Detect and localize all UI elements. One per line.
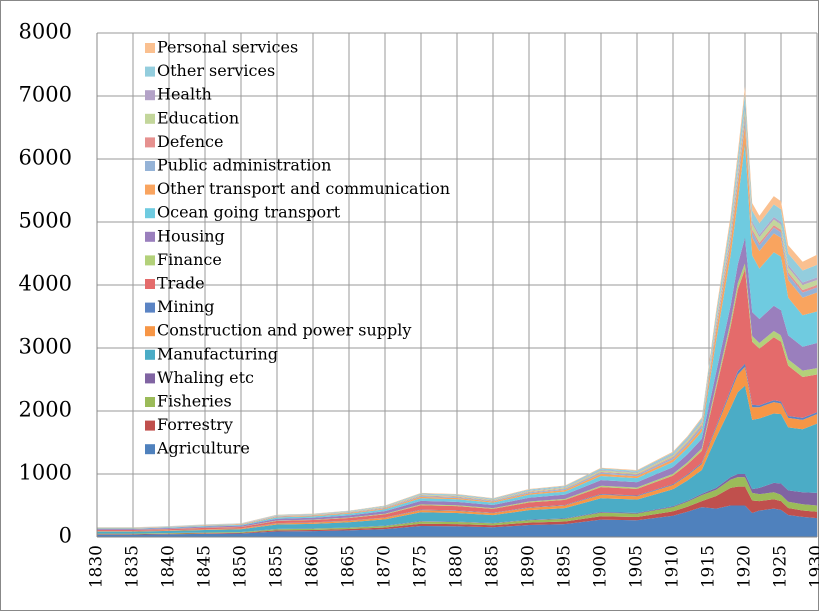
legend-label: Education xyxy=(157,108,239,127)
x-tick-label: 1885 xyxy=(483,545,503,588)
legend-swatch xyxy=(145,302,155,313)
legend-label: Mining xyxy=(157,297,214,316)
legend-label: Personal services xyxy=(157,38,298,57)
area xyxy=(97,143,817,530)
y-tick-label: 2000 xyxy=(19,398,72,422)
x-tick-label: 1855 xyxy=(267,545,287,588)
x-tick-label: 1905 xyxy=(627,545,647,588)
y-tick-label: 6000 xyxy=(19,146,72,170)
legend-label: Trade xyxy=(157,274,205,293)
legend-swatch xyxy=(145,208,155,219)
area xyxy=(97,366,817,532)
legend-label: Housing xyxy=(157,226,225,245)
area xyxy=(97,474,817,534)
legend-label: Fisheries xyxy=(157,392,232,411)
x-tick-label: 1890 xyxy=(519,545,539,588)
legend-swatch xyxy=(145,373,155,384)
x-tick-label: 1835 xyxy=(123,545,143,588)
x-tick-label: 1850 xyxy=(231,545,251,588)
legend-label: Other transport and communication xyxy=(157,179,450,198)
y-tick-label: 0 xyxy=(59,524,72,548)
y-tick-label: 8000 xyxy=(19,20,72,44)
legend-swatch xyxy=(145,161,155,171)
x-tick-label: 1870 xyxy=(375,545,395,588)
y-tick-label: 5000 xyxy=(19,209,72,233)
area xyxy=(97,505,817,537)
legend-swatch xyxy=(145,43,155,53)
area xyxy=(97,486,817,535)
x-tick-label: 1880 xyxy=(447,545,467,588)
y-tick-label: 4000 xyxy=(19,272,72,296)
legend: Personal services Other services Health Edu… xyxy=(145,38,450,458)
legend-label: Agriculture xyxy=(156,439,250,458)
x-tick-label: 1930 xyxy=(807,545,819,588)
legend-label: Finance xyxy=(157,250,222,269)
legend-label: Defence xyxy=(157,132,223,151)
x-tick-label: 1895 xyxy=(555,545,575,588)
legend-swatch xyxy=(145,255,155,266)
legend-label: Whaling etc xyxy=(157,368,254,387)
x-tick-label: 1900 xyxy=(591,545,611,588)
legend-label: Ocean going transport xyxy=(157,203,341,222)
areas xyxy=(97,86,817,537)
legend-swatch xyxy=(145,279,155,289)
legend-swatch xyxy=(145,444,155,455)
axes: 0 1000 2000 3000 4000 5000 6000 7000 8000 1830 183… xyxy=(19,20,819,589)
x-tick-label: 1830 xyxy=(87,545,107,588)
x-tick-label: 1865 xyxy=(339,545,359,588)
x-tick-label: 1910 xyxy=(663,545,683,588)
area xyxy=(97,385,817,534)
legend-swatch xyxy=(145,184,155,195)
legend-swatch xyxy=(145,397,155,407)
legend-label: Other services xyxy=(157,61,275,80)
legend-label: Health xyxy=(157,85,212,104)
legend-label: Forrestry xyxy=(157,415,233,434)
legend-swatch xyxy=(145,90,155,101)
y-tick-label: 7000 xyxy=(19,83,72,107)
x-tick-label: 1920 xyxy=(735,545,755,588)
x-tick-label: 1915 xyxy=(699,545,719,588)
legend-swatch xyxy=(145,231,155,242)
x-tick-label: 1925 xyxy=(771,545,791,588)
x-tick-label: 1840 xyxy=(159,545,179,588)
area xyxy=(97,477,817,535)
legend-swatch xyxy=(145,113,155,124)
x-tick-label: 1845 xyxy=(195,545,215,588)
x-tick-label: 1875 xyxy=(411,545,431,588)
y-tick-label: 1000 xyxy=(19,461,72,485)
legend-swatch xyxy=(145,420,155,431)
legend-label: Public administration xyxy=(157,156,331,175)
legend-label: Manufacturing xyxy=(157,344,278,363)
legend-swatch xyxy=(145,349,155,360)
legend-swatch xyxy=(145,66,155,77)
y-tick-label: 3000 xyxy=(19,335,72,359)
legend-swatch xyxy=(145,137,155,148)
area xyxy=(97,269,817,531)
legend-swatch xyxy=(145,326,155,337)
legend-label: Construction and power supply xyxy=(157,321,411,340)
x-tick-label: 1860 xyxy=(303,545,323,588)
